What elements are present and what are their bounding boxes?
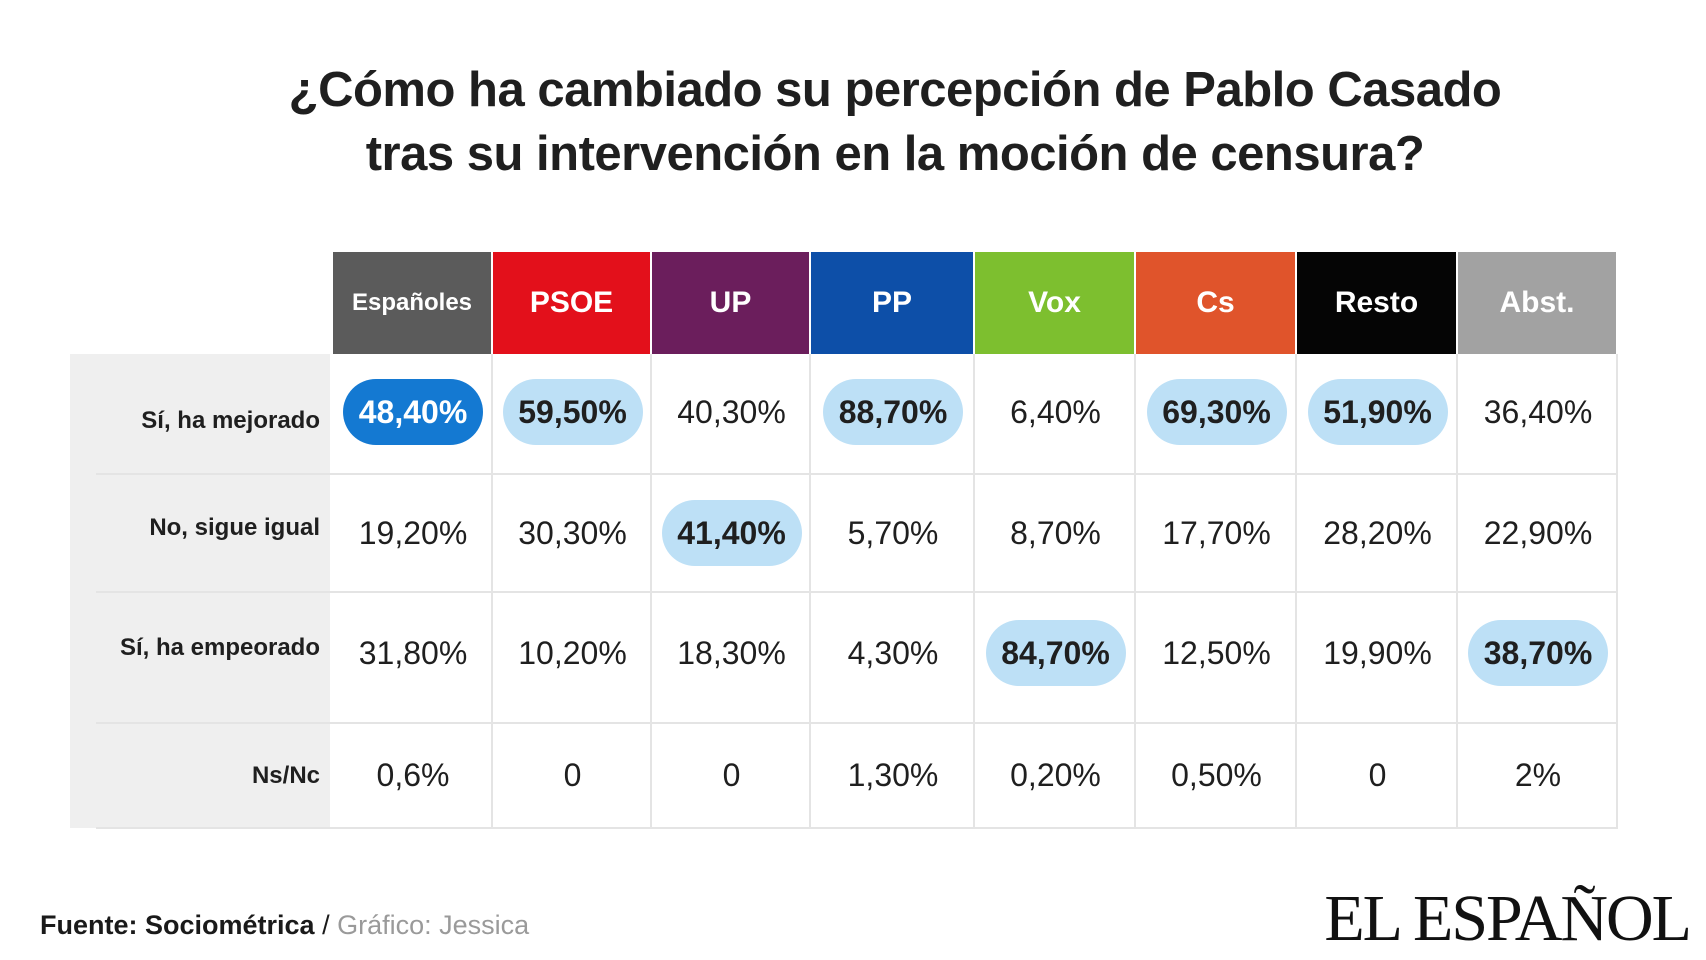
table-cell: 4,30% bbox=[847, 634, 939, 671]
table-cell: 0,6% bbox=[376, 756, 450, 793]
column-header-3: PP bbox=[811, 252, 973, 354]
footer-separator: / bbox=[314, 910, 338, 940]
table-cell: 30,30% bbox=[518, 514, 627, 551]
row-label-2: Sí, ha empeorado bbox=[119, 634, 320, 661]
column-header-0: Españoles bbox=[333, 252, 491, 354]
table-cell: 1,30% bbox=[847, 756, 939, 793]
chart-title: ¿Cómo ha cambiado su percepción de Pablo… bbox=[0, 58, 1706, 186]
source-text: Fuente: Sociométrica bbox=[40, 910, 315, 940]
row-divider bbox=[96, 591, 1618, 593]
table-cell: 0,50% bbox=[1171, 756, 1262, 793]
column-header-2: UP bbox=[652, 252, 809, 354]
table-cell: 40,30% bbox=[677, 393, 786, 430]
table-cell: 28,20% bbox=[1323, 514, 1432, 551]
table-cell: 17,70% bbox=[1162, 514, 1271, 551]
row-divider bbox=[96, 722, 1618, 724]
table-cell: 31,80% bbox=[358, 634, 468, 671]
el-espanol-logo: EL ESPAÑOL bbox=[1324, 882, 1692, 955]
table-cell: 5,70% bbox=[847, 514, 939, 551]
table-cell: 84,70% bbox=[985, 620, 1126, 686]
table-cell: 88,70% bbox=[823, 379, 963, 445]
row-divider bbox=[96, 827, 1618, 829]
table-cell: 69,30% bbox=[1146, 379, 1287, 445]
table-cell: 10,20% bbox=[518, 634, 627, 671]
table-cell: 36,40% bbox=[1483, 393, 1593, 430]
table-cell: 12,50% bbox=[1162, 634, 1271, 671]
credit-text: Gráfico: Jessica bbox=[337, 910, 530, 940]
table-cell: 0,20% bbox=[1010, 756, 1101, 793]
table-cell: 59,50% bbox=[502, 379, 643, 445]
table-cell: 38,70% bbox=[1468, 620, 1608, 686]
table-cell: 19,20% bbox=[358, 514, 468, 551]
table-cell: 0 bbox=[722, 756, 741, 793]
row-divider bbox=[96, 473, 1618, 475]
column-header-1: PSOE bbox=[493, 252, 650, 354]
column-header-5: Cs bbox=[1136, 252, 1295, 354]
column-header-6: Resto bbox=[1297, 252, 1456, 354]
table-cell: 6,40% bbox=[1010, 393, 1101, 430]
chart-title-line-2: tras su intervención en la moción de cen… bbox=[365, 127, 1425, 181]
footer: Fuente: Sociométrica / Gráfico: Jessica bbox=[40, 910, 529, 941]
row-label-1: No, sigue igual bbox=[149, 514, 320, 541]
table-cell: 22,90% bbox=[1483, 514, 1593, 551]
table-cell: 19,90% bbox=[1323, 634, 1432, 671]
chart-title-line-1: ¿Cómo ha cambiado su percepción de Pablo… bbox=[288, 63, 1502, 117]
table-cell: 51,90% bbox=[1307, 379, 1448, 445]
table-cell: 18,30% bbox=[677, 634, 786, 671]
table-cell: 0 bbox=[563, 756, 582, 793]
column-header-7: Abst. bbox=[1458, 252, 1616, 354]
row-label-3: Ns/Nc bbox=[251, 762, 320, 789]
table-cell: 0 bbox=[1368, 756, 1387, 793]
table-cell: 2% bbox=[1514, 756, 1562, 793]
table-cell: 41,40% bbox=[661, 500, 802, 566]
row-label-0: Sí, ha mejorado bbox=[141, 407, 320, 434]
table-cell: 8,70% bbox=[1010, 514, 1101, 551]
table-cell: 48,40% bbox=[343, 379, 483, 445]
column-header-4: Vox bbox=[975, 252, 1134, 354]
